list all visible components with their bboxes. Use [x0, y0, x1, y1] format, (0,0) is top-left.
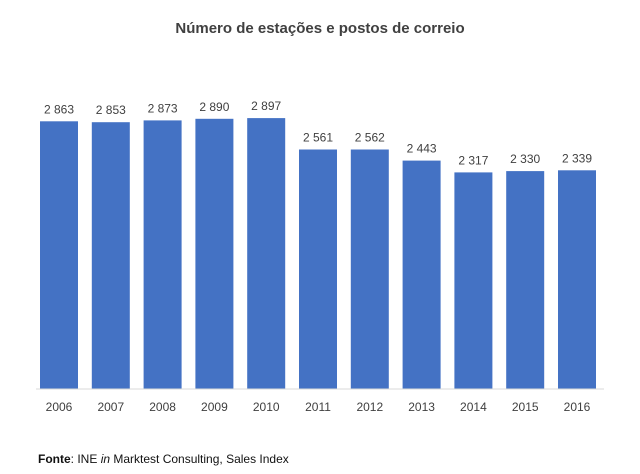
bar-2014: [454, 172, 492, 389]
bar-2012: [351, 150, 389, 390]
x-tick-label-2008: 2008: [149, 400, 176, 414]
bar-2008: [144, 120, 182, 389]
x-tick-label-2015: 2015: [512, 400, 539, 414]
x-tick-label-2014: 2014: [460, 400, 487, 414]
bar-2016: [558, 170, 596, 389]
value-label-2010: 2 897: [251, 99, 281, 113]
value-label-2012: 2 562: [355, 131, 385, 145]
bar-2010: [247, 118, 285, 389]
value-label-2014: 2 317: [458, 153, 488, 167]
value-label-2006: 2 863: [44, 102, 74, 116]
bar-2013: [403, 161, 441, 389]
value-label-2015: 2 330: [510, 152, 540, 166]
bar-2015: [506, 171, 544, 389]
x-tick-label-2009: 2009: [201, 400, 228, 414]
x-tick-labels-group: 2006 2007 2008 2009 2010 2011 2012 2013 2014 2015…: [46, 400, 591, 414]
source-suffix: Marktest Consulting, Sales Index: [110, 452, 289, 466]
x-tick-label-2016: 2016: [564, 400, 591, 414]
x-tick-label-2011: 2011: [305, 400, 331, 414]
x-tick-label-2007: 2007: [97, 400, 124, 414]
value-label-2013: 2 443: [407, 142, 437, 156]
value-label-2007: 2 853: [96, 103, 126, 117]
bar-2006: [40, 121, 78, 389]
source-prefix: INE: [77, 452, 100, 466]
bar-2007: [92, 122, 130, 389]
source-italic: in: [101, 452, 110, 466]
x-tick-label-2012: 2012: [356, 400, 383, 414]
x-tick-label-2010: 2010: [253, 400, 280, 414]
value-label-2016: 2 339: [562, 151, 592, 165]
x-tick-label-2006: 2006: [46, 400, 73, 414]
bar-2011: [299, 150, 337, 390]
value-label-2009: 2 890: [199, 100, 229, 114]
source-note: Fonte: INE in Marktest Consulting, Sales…: [38, 452, 289, 466]
bar-2009: [195, 119, 233, 389]
x-tick-label-2013: 2013: [408, 400, 435, 414]
source-label: Fonte: [38, 452, 71, 466]
value-label-2011: 2 561: [303, 131, 333, 145]
value-label-2008: 2 873: [148, 101, 178, 115]
